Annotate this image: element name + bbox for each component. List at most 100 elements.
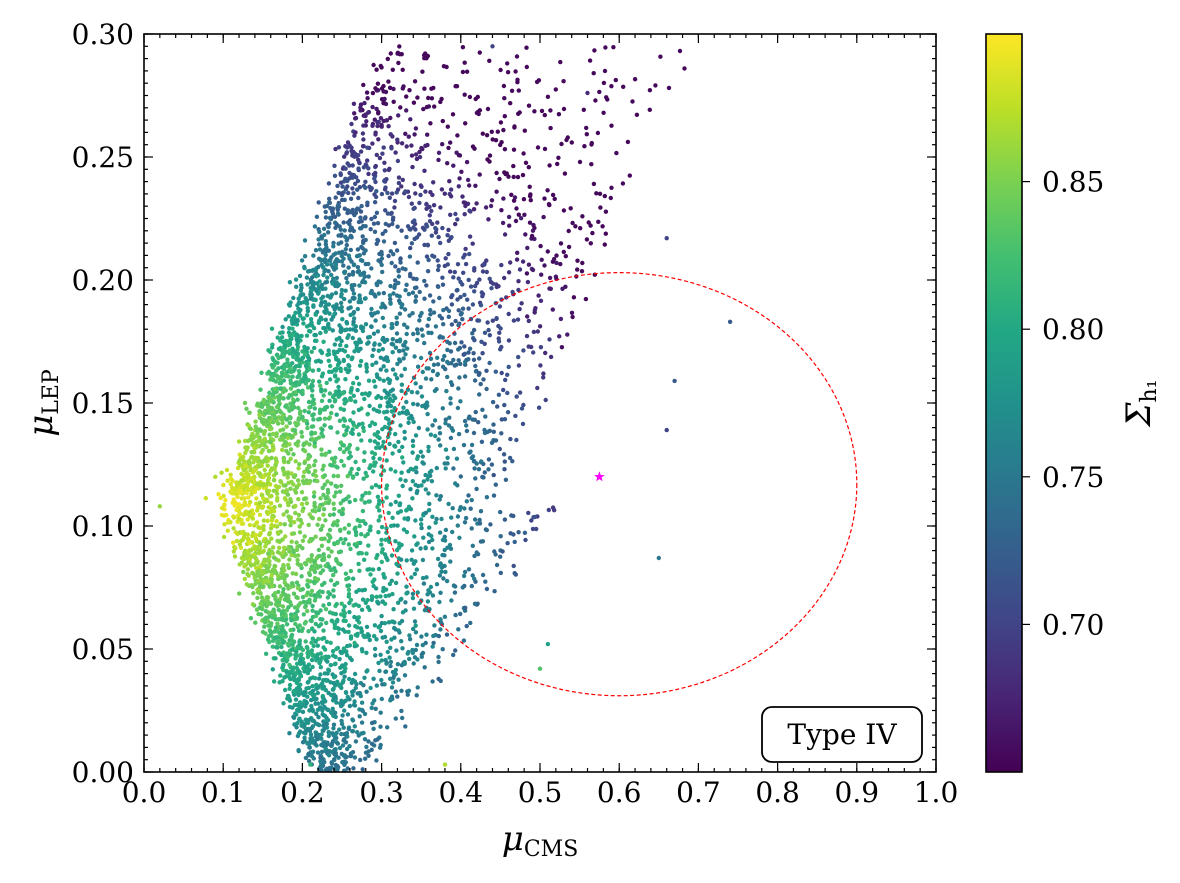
scatter-point <box>293 420 298 426</box>
scatter-point <box>378 710 383 715</box>
scatter-point <box>672 378 677 384</box>
constraint-ellipse <box>381 272 858 697</box>
scatter-point <box>237 480 242 486</box>
scatter-point <box>404 411 409 416</box>
scatter-point <box>388 696 394 701</box>
scatter-point <box>318 496 323 501</box>
scatter-point <box>583 296 589 302</box>
scatter-point <box>466 277 471 283</box>
scatter-point <box>329 317 334 322</box>
scatter-point <box>300 709 306 715</box>
scatter-point <box>355 178 361 184</box>
scatter-point <box>278 673 283 678</box>
scatter-point <box>364 624 370 630</box>
scatter-point <box>435 267 441 273</box>
scatter-point <box>487 159 492 164</box>
scatter-point <box>425 53 431 59</box>
scatter-point <box>298 313 303 318</box>
scatter-point <box>340 317 345 322</box>
scatter-point <box>366 749 371 754</box>
scatter-point <box>425 323 430 328</box>
scatter-point <box>378 514 383 519</box>
scatter-point <box>288 676 293 682</box>
scatter-point <box>255 401 260 406</box>
constraint-ellipse-layer <box>381 272 858 697</box>
scatter-point <box>330 463 335 468</box>
scatter-point <box>415 337 420 343</box>
scatter-point <box>298 517 303 523</box>
scatter-point <box>592 48 597 53</box>
scatter-point <box>501 452 507 457</box>
scatter-point <box>296 439 301 444</box>
scatter-point <box>313 312 318 317</box>
y-tick-label: 0.00 <box>72 756 134 789</box>
scatter-point <box>280 640 286 645</box>
scatter-point <box>523 232 528 237</box>
scatter-point <box>530 526 536 532</box>
scatter-point <box>319 398 325 404</box>
scatter-point <box>296 416 302 421</box>
scatter-point <box>279 652 284 657</box>
scatter-point <box>258 438 264 443</box>
scatter-point <box>356 157 361 162</box>
scatter-point <box>513 413 518 419</box>
scatter-point <box>422 53 427 58</box>
scatter-point <box>374 637 379 642</box>
scatter-point <box>410 311 415 316</box>
scatter-point <box>282 364 287 370</box>
scatter-point <box>380 151 385 156</box>
scatter-point <box>330 687 336 692</box>
scatter-point <box>388 132 393 137</box>
scatter-point <box>267 532 272 537</box>
scatter-point <box>307 464 312 470</box>
scatter-point <box>418 546 423 551</box>
scatter-point <box>300 626 305 631</box>
scatter-point <box>321 507 327 512</box>
scatter-point <box>496 392 502 397</box>
scatter-point <box>347 499 352 505</box>
scatter-point <box>398 105 403 110</box>
colorbar-gradient <box>985 33 1023 773</box>
scatter-point <box>404 558 409 563</box>
scatter-point <box>370 420 375 425</box>
scatter-point <box>289 553 294 558</box>
scatter-point <box>469 442 475 448</box>
scatter-point <box>356 466 361 472</box>
scatter-point <box>585 90 590 96</box>
scatter-point <box>368 438 373 443</box>
scatter-point <box>381 572 386 577</box>
scatter-point <box>425 599 431 604</box>
scatter-point <box>379 472 384 478</box>
scatter-point <box>433 225 438 231</box>
scatter-point <box>425 427 430 432</box>
scatter-point <box>393 150 398 155</box>
scatter-point <box>449 294 454 300</box>
scatter-point <box>370 90 376 96</box>
scatter-point <box>371 221 377 226</box>
scatter-point <box>488 522 493 527</box>
scatter-point <box>413 227 418 232</box>
scatter-point <box>569 310 575 315</box>
scatter-point <box>508 101 513 106</box>
scatter-point <box>442 553 447 558</box>
scatter-point <box>388 249 393 254</box>
scatter-point <box>333 747 338 752</box>
scatter-point <box>288 416 293 421</box>
scatter-point <box>376 518 381 523</box>
scatter-point <box>343 234 348 239</box>
scatter-point <box>320 557 325 563</box>
scatter-point <box>402 307 408 312</box>
scatter-point <box>521 402 526 408</box>
scatter-point <box>417 149 422 155</box>
scatter-point <box>564 137 569 143</box>
scatter-point <box>282 568 287 573</box>
scatter-point <box>329 743 334 748</box>
scatter-point <box>394 320 400 325</box>
scatter-point <box>422 340 427 346</box>
scatter-point <box>500 220 506 226</box>
scatter-point <box>262 624 267 629</box>
scatter-point <box>385 211 391 216</box>
scatter-point <box>341 608 346 613</box>
scatter-point <box>405 387 411 392</box>
scatter-point <box>343 496 349 502</box>
